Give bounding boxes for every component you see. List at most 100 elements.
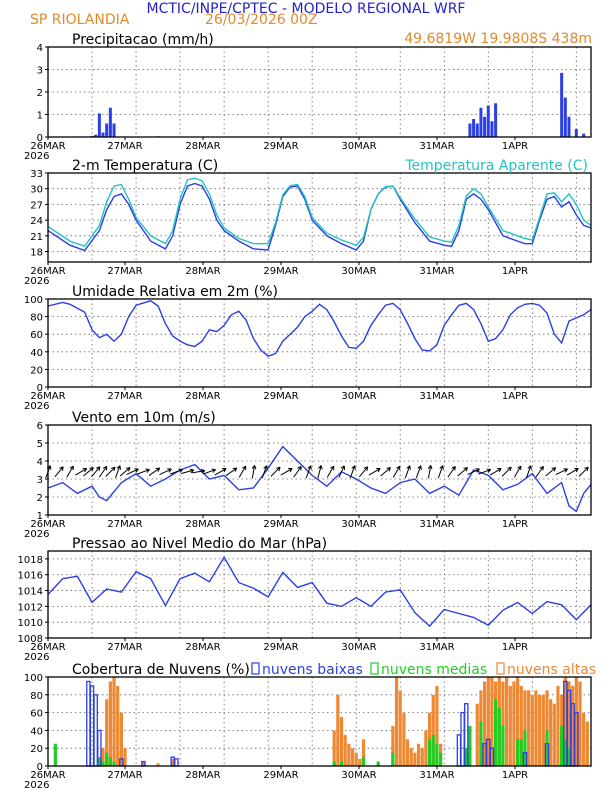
wind-arrow <box>105 466 116 477</box>
wind-arrow <box>126 468 139 476</box>
wind-arrow-head <box>84 468 88 473</box>
wind-arrow-shaft <box>525 465 532 479</box>
wind-arrow-head <box>278 467 281 472</box>
precip-bar <box>94 134 98 137</box>
cloud-bar-nuvens-altas <box>119 712 123 766</box>
cloud-bar-nuvens-altas <box>394 677 399 766</box>
x-tick-label: 1APR <box>502 519 528 530</box>
wind-arrow-shaft <box>578 466 589 477</box>
wind-arrow-head <box>126 467 131 469</box>
wind-arrow-head <box>340 465 345 469</box>
wind-arrow-head <box>113 467 116 472</box>
precip-bar <box>468 123 472 137</box>
wind-arrow-shaft <box>305 465 312 479</box>
cloud-bar-nuvens-altas <box>516 677 520 766</box>
wind-arrow-head <box>49 465 52 470</box>
wind-arrow-head <box>157 467 161 472</box>
x-tick-label: 31MAR <box>419 770 454 781</box>
cloud-bar-nuvens-altas <box>508 685 512 766</box>
plot-frame <box>47 550 592 639</box>
wind-arrow-shaft <box>225 467 238 476</box>
x-tick-label: 28MAR <box>185 642 220 653</box>
precip-bar <box>108 107 112 137</box>
wind-arrow-head <box>200 468 205 472</box>
wind-arrow-head <box>91 467 94 472</box>
wind-arrow-head <box>254 465 257 470</box>
wind-arrow-shaft <box>555 468 568 476</box>
series-line-pressure <box>47 555 592 628</box>
cloud-bar-nuvens-medias <box>53 743 57 766</box>
cloud-bar-nuvens-medias <box>431 734 435 766</box>
plot-frame <box>47 172 592 263</box>
cloud-bar-nuvens-medias <box>567 748 571 766</box>
cloud-bar-nuvens-baixas <box>86 680 91 767</box>
wind-arrow-head <box>146 469 150 473</box>
x-tick-label: 28MAR <box>185 266 220 277</box>
wind-arrow-shaft <box>137 469 150 475</box>
series-line-rh <box>47 300 592 357</box>
wind-arrow-shaft <box>457 467 468 477</box>
cloud-bar-nuvens-altas <box>332 730 336 766</box>
wind-arrow-head <box>330 465 335 469</box>
wind-arrow <box>305 465 312 479</box>
x-tick-label: 29MAR <box>263 770 298 781</box>
wind-arrow-head <box>354 465 356 470</box>
cloud-bar-nuvens-altas <box>512 681 516 766</box>
wind-arrow <box>159 468 172 476</box>
cloud-bar-nuvens-altas <box>523 690 527 766</box>
wind-arrow-head <box>465 467 469 472</box>
wind-arrow-shaft <box>214 468 227 476</box>
wind-arrow-shaft <box>447 466 456 478</box>
cloud-bar-nuvens-altas <box>336 694 340 766</box>
wind-arrow-shaft <box>501 466 512 477</box>
wind-arrow-shaft <box>380 467 391 477</box>
legend-swatch <box>370 662 379 675</box>
x-tick-label: 27MAR <box>107 519 142 530</box>
x-tick-label: 30MAR <box>341 266 376 277</box>
y-tick-label: 30 <box>30 185 43 196</box>
run-date-label: 26/03/2026 00Z <box>205 12 318 28</box>
wind-arrow <box>349 465 356 479</box>
wind-arrow-head <box>517 465 522 469</box>
x-tick-label: 28MAR <box>185 770 220 781</box>
wind-arrow-shaft <box>181 469 194 474</box>
cloud-bar-nuvens-altas <box>361 739 366 766</box>
wind-arrow <box>203 468 216 475</box>
y-tick-label: 0 <box>37 383 43 394</box>
wind-arrow-head <box>89 467 94 469</box>
panel-title: Pressao ao Nivel Medio do Mar (hPa) <box>72 536 327 552</box>
wind-arrow-head <box>430 465 433 470</box>
wind-arrow <box>513 465 522 478</box>
wind-arrow-head <box>223 468 227 473</box>
cloud-bar-nuvens-medias <box>479 721 483 766</box>
cloud-bar-nuvens-altas <box>435 685 439 766</box>
cloud-bar-nuvens-altas <box>567 681 571 766</box>
wind-arrow <box>427 465 433 479</box>
wind-arrow <box>489 468 502 476</box>
wind-arrow-shaft <box>368 468 381 476</box>
y-tick-label: 80 <box>30 313 43 324</box>
wind-arrow-head <box>442 465 444 470</box>
wind-arrow-head <box>409 465 411 470</box>
x-tick-label: 1APR <box>502 642 528 653</box>
x-tick-label: 29MAR <box>263 642 298 653</box>
wind-arrow-head <box>310 465 312 470</box>
panel-wind: 1 2 3 4 5 6 26MAR 27MAR 28MAR 29MAR 30MAR 31MAR 1APR… <box>24 410 592 540</box>
x-tick-label: 30MAR <box>341 141 376 152</box>
cloud-bar-nuvens-altas <box>578 681 582 766</box>
wind-arrow-head <box>377 468 381 473</box>
panel-title: Vento em 10m (m/s) <box>72 410 216 426</box>
legend-entry: nuvens baixas <box>262 662 363 678</box>
wind-arrow-head <box>128 467 131 472</box>
wind-arrow-head <box>509 467 512 472</box>
precip-bar <box>479 107 483 137</box>
wind-arrow-head <box>564 468 568 473</box>
wind-arrow-head <box>145 468 150 471</box>
cloud-bar-nuvens-altas <box>358 758 362 766</box>
wind-arrow-head <box>69 465 74 469</box>
wind-arrow-head <box>95 466 101 469</box>
y-tick-label: 18 <box>30 248 43 259</box>
cloud-bar-nuvens-medias <box>563 739 567 766</box>
wind-arrow-head <box>417 465 422 469</box>
x-tick-label: 28MAR <box>185 141 220 152</box>
